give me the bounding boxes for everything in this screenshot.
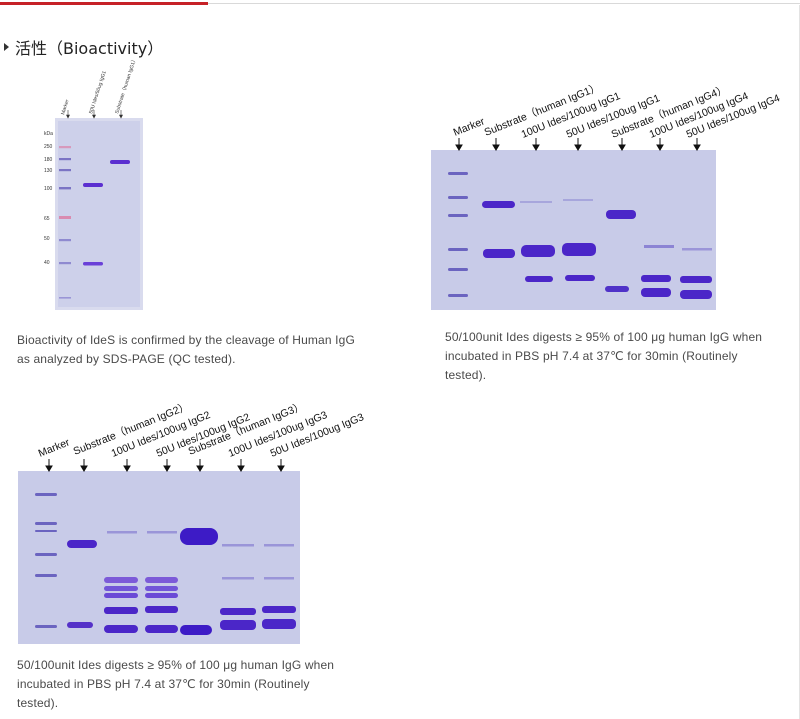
section-heading: 活性（Bioactivity）	[4, 36, 163, 58]
active-tab-indicator	[0, 2, 208, 5]
gel1-mw-180: 180	[44, 157, 53, 163]
section-title: 活性（Bioactivity）	[15, 39, 164, 58]
gel1-marker-bands	[59, 146, 71, 299]
gel1-mw-40: 40	[44, 260, 50, 266]
gel1-mw-65: 65	[44, 216, 50, 222]
gel2-caption-line-3: tested).	[445, 368, 487, 382]
gel3-caption-line-1: 50/100unit Ides digests ≥ 95% of 100 μg …	[17, 658, 335, 672]
gel1-band-intact	[110, 160, 130, 164]
gel1-caption: Bioactivity of IdeS is confirmed by the …	[17, 331, 377, 369]
gel1-caption-line-2: as analyzed by SDS-PAGE (QC tested).	[17, 352, 236, 366]
gel3-lane-label-1: Marker	[37, 436, 72, 460]
gel1-unit-label: kDa	[44, 131, 53, 137]
gel1-inner	[58, 121, 140, 307]
gel2-lane-arrows	[455, 138, 701, 151]
gel1-band-fc	[83, 262, 103, 266]
triangle-bullet-icon	[4, 43, 9, 51]
top-divider	[0, 0, 800, 5]
gel2-caption-line-2: incubated in PBS pH 7.4 at 37℃ for 30min…	[445, 349, 738, 363]
gel3-caption-line-3: tested).	[17, 696, 59, 710]
gel2-sample-bands	[482, 199, 712, 299]
gel1-mw-100: 100	[44, 186, 53, 192]
gel3-caption: 50/100unit Ides digests ≥ 95% of 100 μg …	[17, 656, 362, 713]
gel3-background	[18, 471, 300, 644]
gel3-caption-line-2: incubated in PBS pH 7.4 at 37℃ for 30min…	[17, 677, 310, 691]
gel1-band-fab	[83, 183, 103, 187]
gel1-lane-label-marker: Marker	[60, 99, 71, 116]
divider-line	[0, 3, 800, 4]
gel3-lane-arrows	[45, 459, 285, 472]
gel2-caption: 50/100unit Ides digests ≥ 95% of 100 μg …	[445, 328, 790, 385]
gel1-mw-250: 250	[44, 144, 53, 150]
gel1-mw-50: 50	[44, 236, 50, 242]
gel2-background	[431, 150, 716, 310]
gel2-caption-line-1: 50/100unit Ides digests ≥ 95% of 100 μg …	[445, 330, 763, 344]
gel2-marker-bands	[448, 172, 468, 297]
gel3-sample-bands	[67, 528, 296, 635]
gel1-mw-130: 130	[44, 168, 53, 174]
gel3-marker-bands	[35, 493, 57, 628]
gel1-caption-line-1: Bioactivity of IdeS is confirmed by the …	[17, 333, 355, 347]
